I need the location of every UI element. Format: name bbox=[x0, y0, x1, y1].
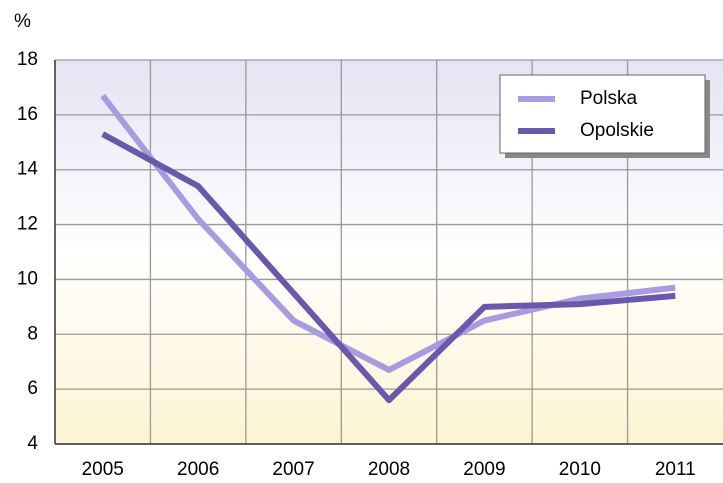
y-tick-label: 8 bbox=[27, 323, 38, 344]
legend bbox=[499, 74, 706, 154]
legend-label: Polska bbox=[580, 88, 637, 109]
series-line bbox=[101, 131, 676, 404]
legend-label: Opolskie bbox=[580, 120, 654, 141]
y-tick-label: 10 bbox=[17, 268, 38, 289]
x-tick-label: 2005 bbox=[82, 459, 124, 480]
y-tick-label: 18 bbox=[17, 49, 38, 70]
x-tick-label: 2011 bbox=[655, 459, 696, 480]
x-tick-label: 2009 bbox=[463, 459, 505, 480]
y-tick-label: 6 bbox=[27, 378, 38, 399]
y-tick-label: 14 bbox=[17, 159, 39, 180]
x-tick-label: 2007 bbox=[272, 459, 314, 480]
x-tick-label: 2010 bbox=[559, 459, 601, 480]
x-tick-label: 2008 bbox=[368, 459, 410, 480]
x-tick-label: 2006 bbox=[177, 459, 219, 480]
series-line bbox=[100, 93, 676, 373]
y-tick-label: 16 bbox=[17, 104, 38, 125]
y-tick-label: 12 bbox=[17, 214, 38, 235]
y-tick-label: 4 bbox=[27, 433, 38, 454]
y-axis-unit: % bbox=[14, 11, 31, 32]
